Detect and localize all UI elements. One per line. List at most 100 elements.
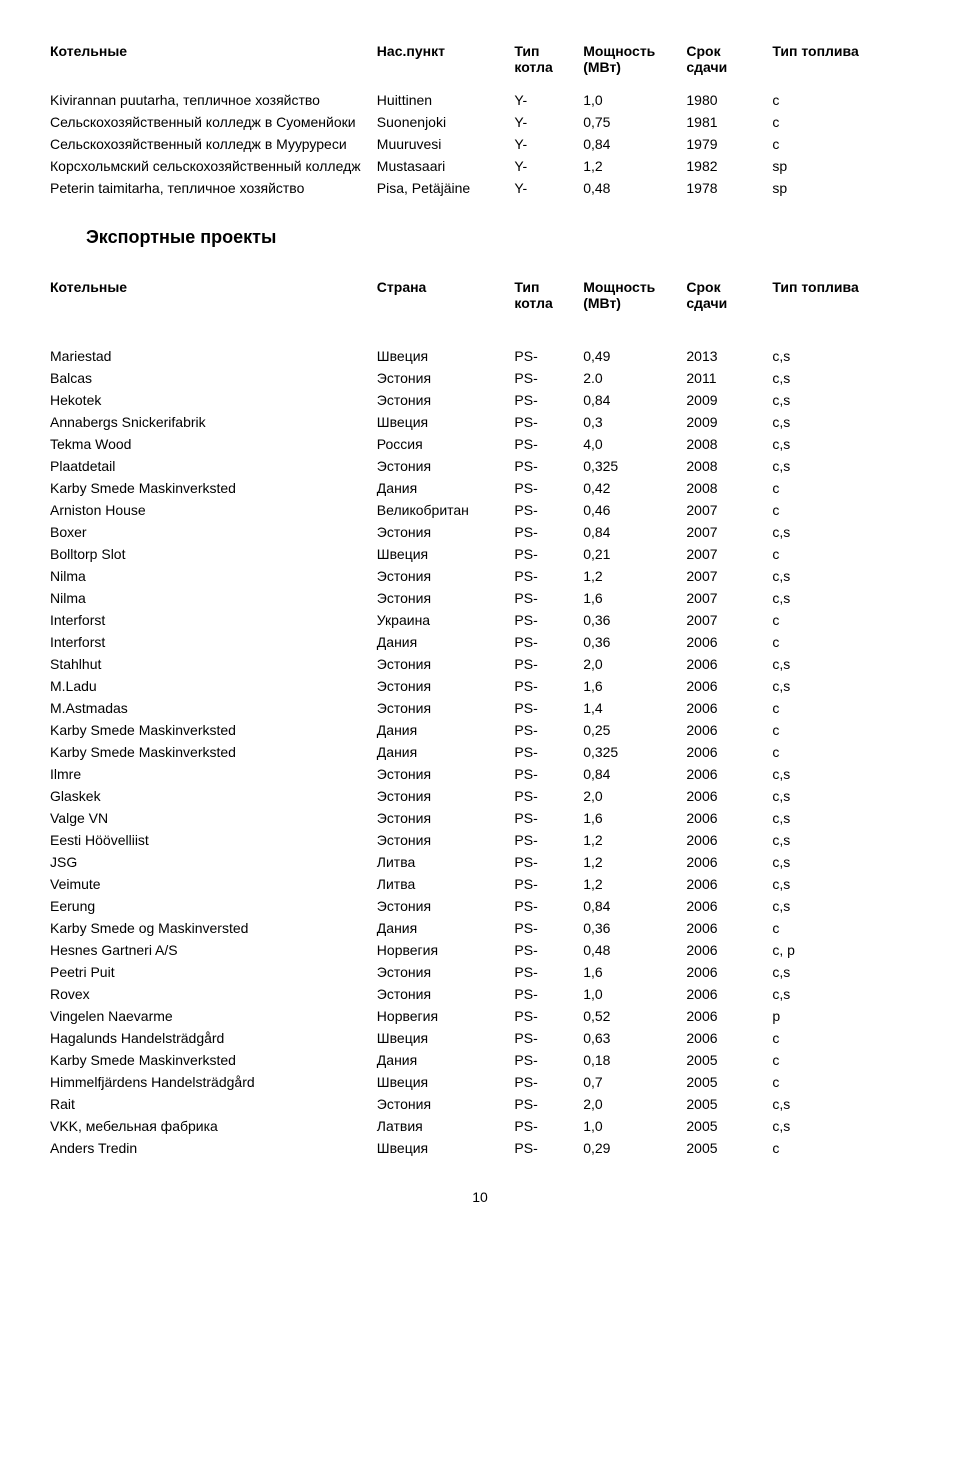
- table-header-row: Котельные Страна Тип котла Мощность (МВт…: [50, 276, 910, 325]
- cell-name: Veimute: [50, 873, 377, 895]
- cell-year: 2006: [686, 895, 772, 917]
- cell-place: Эстония: [377, 983, 515, 1005]
- table-row: StahlhutЭстонияPS-2,02006c,s: [50, 653, 910, 675]
- cell-place: Эстония: [377, 521, 515, 543]
- table-row: MariestadШвецияPS-0,492013c,s: [50, 345, 910, 367]
- table-row: Karby Smede MaskinverkstedДанияPS-0,2520…: [50, 719, 910, 741]
- cell-year: 2006: [686, 851, 772, 873]
- cell-fuel: c: [772, 1137, 910, 1159]
- table-header-row: Котельные Нас.пункт Тип котла Мощность (…: [50, 40, 910, 89]
- cell-name: Eerung: [50, 895, 377, 917]
- cell-fuel: c,s: [772, 675, 910, 697]
- cell-name: Peetri Puit: [50, 961, 377, 983]
- col-header-year: Срок сдачи: [686, 276, 772, 325]
- cell-place: Швеция: [377, 345, 515, 367]
- table-row: Vingelen NaevarmeНорвегияPS-0,522006p: [50, 1005, 910, 1027]
- cell-type: PS-: [514, 345, 583, 367]
- cell-power: 2.0: [583, 367, 686, 389]
- cell-type: Y-: [514, 155, 583, 177]
- cell-place: Эстония: [377, 807, 515, 829]
- cell-year: 2007: [686, 565, 772, 587]
- cell-fuel: c,s: [772, 873, 910, 895]
- table-row: NilmaЭстонияPS-1,62007c,s: [50, 587, 910, 609]
- cell-fuel: c,s: [772, 455, 910, 477]
- cell-fuel: c: [772, 1071, 910, 1093]
- cell-name: JSG: [50, 851, 377, 873]
- cell-type: PS-: [514, 609, 583, 631]
- cell-place: Pisa, Petäjäine: [377, 177, 515, 199]
- cell-place: Muuruvesi: [377, 133, 515, 155]
- cell-place: Литва: [377, 873, 515, 895]
- boiler-table-1: Котельные Нас.пункт Тип котла Мощность (…: [50, 40, 910, 199]
- cell-name: Nilma: [50, 587, 377, 609]
- cell-year: 2005: [686, 1115, 772, 1137]
- cell-fuel: c,s: [772, 807, 910, 829]
- cell-place: Эстония: [377, 697, 515, 719]
- cell-fuel: c: [772, 609, 910, 631]
- cell-year: 2005: [686, 1071, 772, 1093]
- cell-power: 2,0: [583, 653, 686, 675]
- cell-year: 2006: [686, 631, 772, 653]
- cell-place: Эстония: [377, 389, 515, 411]
- cell-year: 2005: [686, 1049, 772, 1071]
- cell-fuel: c: [772, 133, 910, 155]
- cell-type: PS-: [514, 433, 583, 455]
- cell-type: PS-: [514, 631, 583, 653]
- cell-name: Rait: [50, 1093, 377, 1115]
- cell-place: Норвегия: [377, 939, 515, 961]
- cell-type: Y-: [514, 89, 583, 111]
- cell-place: Эстония: [377, 675, 515, 697]
- col-header-power: Мощность (МВт): [583, 276, 686, 325]
- cell-type: PS-: [514, 851, 583, 873]
- cell-year: 2006: [686, 1005, 772, 1027]
- cell-place: Эстония: [377, 455, 515, 477]
- table-row: Annabergs SnickerifabrikШвецияPS-0,32009…: [50, 411, 910, 433]
- cell-year: 2006: [686, 763, 772, 785]
- table-row: Karby Smede MaskinverkstedДанияPS-0,1820…: [50, 1049, 910, 1071]
- table-row: Hesnes Gartneri A/SНорвегияPS-0,482006c,…: [50, 939, 910, 961]
- cell-place: Украина: [377, 609, 515, 631]
- cell-place: Эстония: [377, 785, 515, 807]
- cell-place: Швеция: [377, 1137, 515, 1159]
- cell-place: Швеция: [377, 543, 515, 565]
- cell-place: Россия: [377, 433, 515, 455]
- cell-name: Karby Smede Maskinverksted: [50, 1049, 377, 1071]
- col-header-name: Котельные: [50, 40, 377, 89]
- table-row: Karby Smede og MaskinverstedДанияPS-0,36…: [50, 917, 910, 939]
- cell-fuel: c,s: [772, 367, 910, 389]
- cell-type: PS-: [514, 455, 583, 477]
- cell-type: PS-: [514, 697, 583, 719]
- cell-name: Karby Smede og Maskinversted: [50, 917, 377, 939]
- cell-type: PS-: [514, 1027, 583, 1049]
- cell-type: PS-: [514, 653, 583, 675]
- cell-fuel: c: [772, 499, 910, 521]
- cell-type: PS-: [514, 543, 583, 565]
- table-row: VeimuteЛитваPS-1,22006c,s: [50, 873, 910, 895]
- cell-fuel: c,s: [772, 1115, 910, 1137]
- col-header-year: Срок сдачи: [686, 40, 772, 89]
- cell-type: PS-: [514, 719, 583, 741]
- cell-type: PS-: [514, 983, 583, 1005]
- cell-type: PS-: [514, 741, 583, 763]
- cell-year: 2006: [686, 873, 772, 895]
- cell-type: PS-: [514, 521, 583, 543]
- cell-power: 2,0: [583, 785, 686, 807]
- cell-type: PS-: [514, 939, 583, 961]
- cell-place: Эстония: [377, 763, 515, 785]
- cell-power: 1,6: [583, 807, 686, 829]
- cell-place: Эстония: [377, 367, 515, 389]
- cell-fuel: c,s: [772, 983, 910, 1005]
- cell-name: Hekotek: [50, 389, 377, 411]
- cell-power: 0,36: [583, 917, 686, 939]
- cell-fuel: c: [772, 477, 910, 499]
- cell-name: Корсхольмский сельскохозяйственный колле…: [50, 155, 377, 177]
- col-header-fuel: Тип топлива: [772, 40, 910, 89]
- cell-fuel: p: [772, 1005, 910, 1027]
- cell-year: 2006: [686, 675, 772, 697]
- cell-place: Дания: [377, 917, 515, 939]
- cell-power: 0,84: [583, 133, 686, 155]
- cell-power: 0,29: [583, 1137, 686, 1159]
- cell-power: 2,0: [583, 1093, 686, 1115]
- cell-type: Y-: [514, 177, 583, 199]
- cell-type: Y-: [514, 133, 583, 155]
